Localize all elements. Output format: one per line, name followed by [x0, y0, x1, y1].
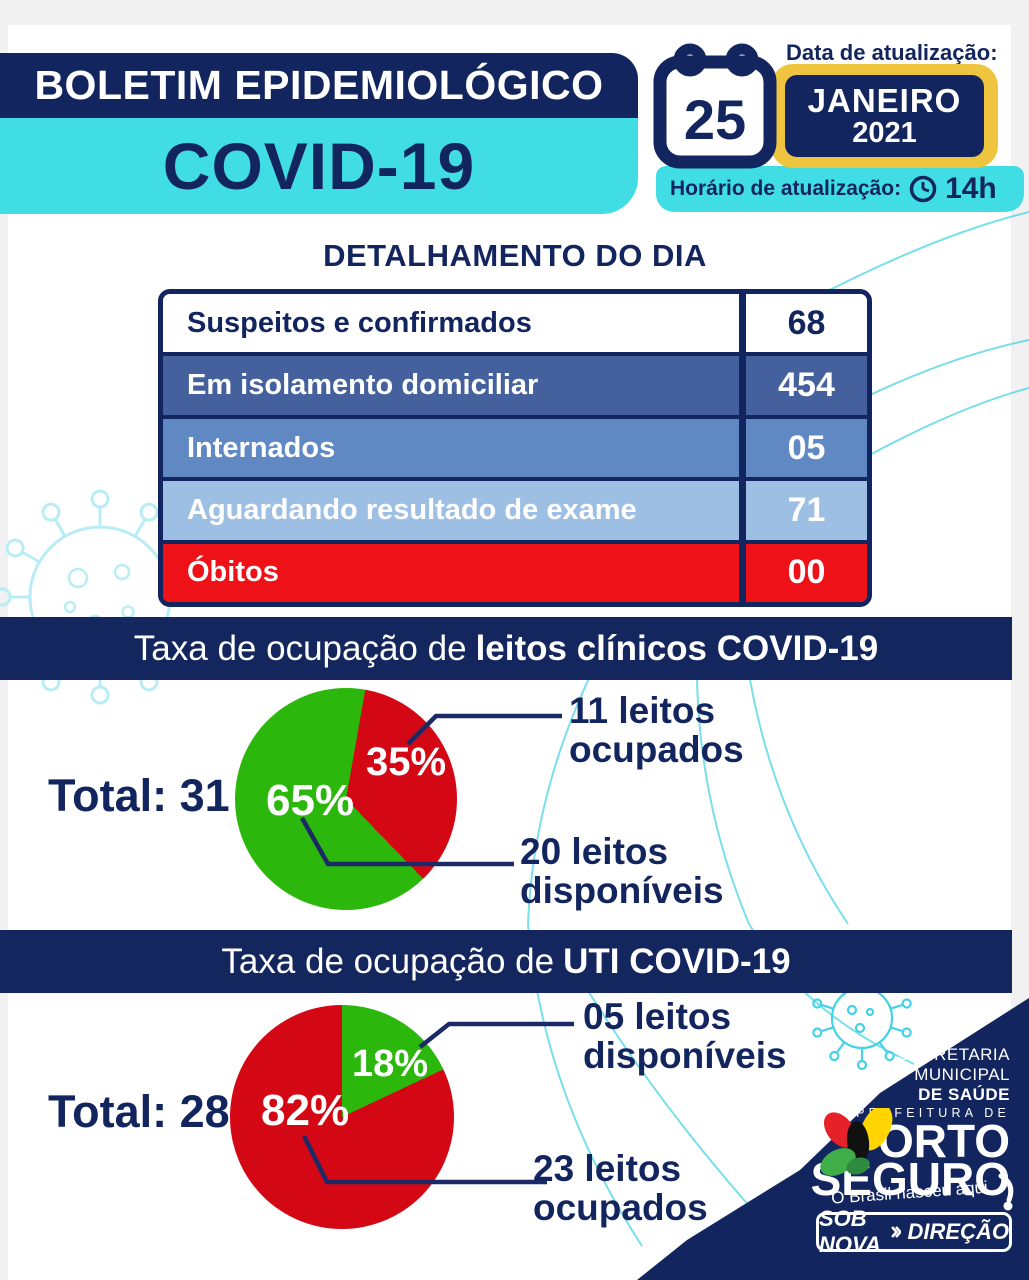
daily-table-title: DETALHAMENTO DO DIA — [323, 238, 707, 273]
clinical-available-callout: 20 leitos disponíveis — [520, 831, 724, 911]
calendar-icon: 25 — [653, 43, 777, 169]
clinical-pct-available: 65% — [266, 776, 355, 825]
icu-banner: Taxa de ocupação de UTI COVID-19 — [0, 930, 1012, 993]
table-row: Aguardando resultado de exame 71 — [163, 477, 867, 540]
table-row: Internados 05 — [163, 414, 867, 478]
icu-total: Total: 28 — [48, 1086, 230, 1137]
icu-occupied-callout: 23 leitos ocupados — [533, 1148, 708, 1228]
porto-seguro-leaves-icon — [820, 1108, 893, 1176]
clinical-occupied-callout: 11 leitos ocupados — [569, 690, 744, 770]
row-value: 71 — [739, 481, 867, 540]
clinical-total: Total: 31 — [48, 770, 230, 821]
month-box-inner: JANEIRO 2021 — [785, 75, 984, 157]
time-update-bar: Horário de atualização: 14h — [656, 166, 1024, 212]
table-row: Suspeitos e confirmados 68 — [163, 294, 867, 353]
row-label: Em isolamento domiciliar — [187, 369, 539, 402]
icu-pct-occupied: 82% — [261, 1086, 350, 1135]
row-label: Aguardando resultado de exame — [187, 493, 637, 526]
banner-text-regular: Taxa de ocupação de — [221, 941, 555, 981]
month-box: JANEIRO 2021 — [771, 64, 998, 168]
chevron-right-icon — [890, 1226, 901, 1238]
update-year: 2021 — [852, 117, 917, 149]
clinical-pct-occupied: 35% — [366, 740, 447, 784]
clock-icon — [909, 175, 937, 203]
row-value: 68 — [739, 294, 867, 353]
row-value: 454 — [739, 356, 867, 415]
update-day: 25 — [684, 88, 746, 151]
sob-nova-direcao-badge: SOB NOVA DIREÇÃO — [816, 1206, 1012, 1257]
row-value: 05 — [739, 418, 867, 478]
table-row: Em isolamento domiciliar 454 — [163, 352, 867, 415]
banner-text-bold: leitos clínicos COVID-19 — [475, 628, 879, 668]
row-value: 00 — [739, 543, 867, 602]
date-update-label: Data de atualização: — [786, 40, 998, 65]
clinical-beds-banner: Taxa de ocupação de leitos clínicos COVI… — [0, 617, 1012, 680]
header-subtitle-bar: COVID-19 — [0, 118, 638, 214]
banner-text-bold: UTI COVID-19 — [563, 941, 791, 981]
row-label: Óbitos — [187, 556, 279, 589]
header-title-bar: BOLETIM EPIDEMIOLÓGICO — [0, 53, 638, 118]
table-row: Óbitos 00 — [163, 539, 867, 602]
secretaria-block: SECRETARIA MUNICIPAL DE SAÚDE — [897, 1045, 1010, 1104]
daily-table: Suspeitos e confirmados 68 Em isolamento d… — [158, 289, 872, 607]
time-update-label: Horário de atualização: — [670, 177, 902, 200]
banner-text-regular: Taxa de ocupação de — [133, 628, 467, 668]
update-time: 14h — [945, 172, 997, 205]
icu-pct-available: 18% — [352, 1043, 429, 1085]
icu-available-callout: 05 leitos disponíveis — [583, 996, 787, 1076]
row-label: Internados — [187, 431, 336, 464]
covid-title: COVID-19 — [162, 129, 476, 203]
page-title: BOLETIM EPIDEMIOLÓGICO — [34, 62, 604, 108]
update-month: JANEIRO — [807, 82, 962, 119]
icu-pie-chart — [230, 1005, 454, 1229]
row-label: Suspeitos e confirmados — [187, 306, 532, 339]
